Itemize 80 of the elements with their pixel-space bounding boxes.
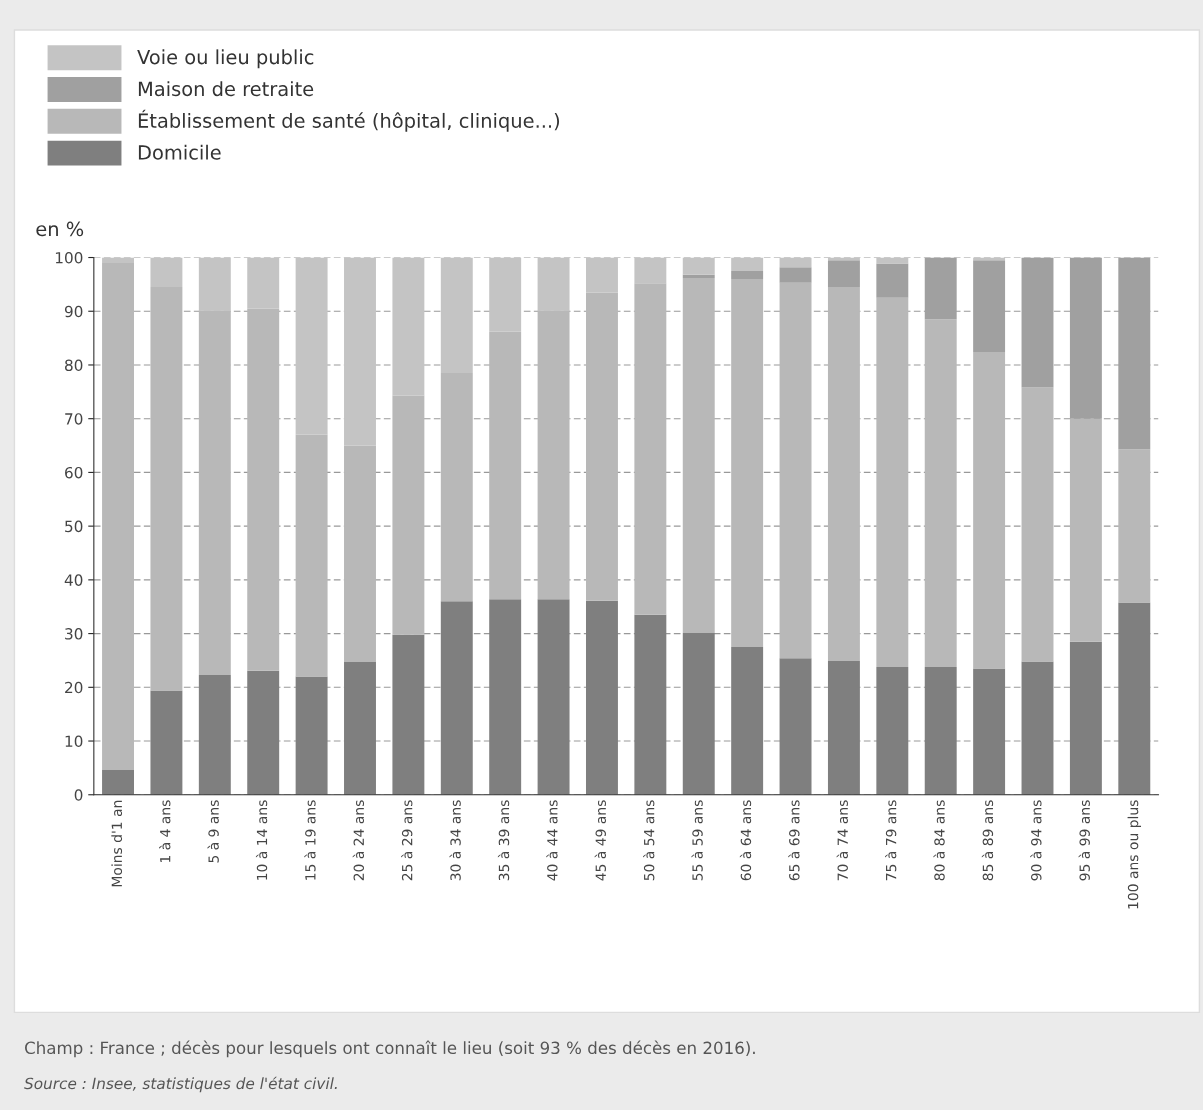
legend-label: Domicile bbox=[138, 144, 221, 160]
x-tick-label: Moins d'1 an bbox=[111, 800, 123, 887]
x-tick-label: 55 à 59 ans bbox=[691, 800, 703, 881]
x-tick-label: 15 à 19 ans bbox=[304, 800, 316, 880]
bar bbox=[537, 599, 570, 795]
x-tick-label: 5 à 9 ans bbox=[207, 800, 219, 863]
x-tick-label: 80 à 84 ans bbox=[933, 800, 945, 881]
x-tick-label: 35 à 39 ans bbox=[497, 800, 510, 881]
bar bbox=[779, 282, 812, 659]
bar bbox=[876, 263, 909, 298]
bar bbox=[1021, 661, 1054, 795]
bar bbox=[198, 674, 231, 795]
x-tick-label: 40 à 44 ans bbox=[546, 800, 558, 881]
x-tick-label: 90 à 94 ans bbox=[1030, 800, 1042, 881]
bar bbox=[731, 270, 764, 280]
bar bbox=[1118, 449, 1151, 603]
legend-label: Maison de retraite bbox=[138, 81, 314, 97]
bar bbox=[344, 662, 376, 795]
bar bbox=[827, 260, 860, 288]
bar bbox=[682, 257, 715, 275]
bar bbox=[1021, 387, 1054, 662]
x-tick-label: 10 à 14 ans bbox=[255, 800, 268, 880]
bar bbox=[731, 279, 764, 648]
bar bbox=[489, 599, 522, 795]
y-tick-label: 20 bbox=[65, 681, 83, 694]
bar bbox=[682, 277, 715, 634]
y-tick-label: 70 bbox=[65, 413, 83, 425]
y-tick-label: 40 bbox=[64, 574, 83, 586]
legend-label: Établissement de santé (hôpital, clinique...) bbox=[138, 109, 560, 132]
bar bbox=[731, 647, 764, 795]
x-tick-label: 25 à 29 ans bbox=[401, 800, 413, 881]
y-tick-label: 10 bbox=[65, 735, 83, 748]
bar bbox=[247, 670, 280, 795]
bar bbox=[102, 262, 134, 771]
bar bbox=[779, 267, 812, 283]
x-tick-label: 85 à 89 ans bbox=[981, 800, 994, 881]
legend-label: Voie ou lieu public bbox=[137, 49, 314, 69]
bar bbox=[150, 690, 183, 795]
x-tick-label: 95 à 99 ans bbox=[1078, 800, 1090, 881]
bar bbox=[973, 352, 1006, 669]
bar bbox=[102, 770, 134, 795]
x-tick-label: 100 ans ou plus bbox=[1127, 800, 1142, 909]
y-tick-label: 100 bbox=[55, 251, 83, 264]
y-tick-label: 50 bbox=[65, 520, 83, 533]
bar bbox=[779, 257, 812, 268]
x-tick-label: 50 à 54 ans bbox=[643, 800, 655, 881]
bar bbox=[682, 633, 715, 795]
x-tick-label: 60 à 64 ans bbox=[739, 800, 752, 881]
x-tick-label: 70 à 74 ans bbox=[836, 800, 848, 881]
x-tick-label: 1 à 4 ans bbox=[159, 800, 171, 863]
x-tick-label: 30 à 34 ans bbox=[449, 800, 461, 881]
bar bbox=[827, 660, 860, 795]
bar bbox=[973, 668, 1006, 795]
bar bbox=[1118, 602, 1151, 795]
bar bbox=[295, 676, 328, 795]
bar bbox=[924, 319, 957, 667]
bar bbox=[440, 601, 473, 795]
y-tick-label: 30 bbox=[65, 628, 83, 640]
bar bbox=[1069, 641, 1102, 795]
x-tick-label: 20 à 24 ans bbox=[352, 800, 365, 881]
source-note: Source : Insee, statistiques de l'état civil. bbox=[24, 1076, 337, 1093]
x-tick-label: 75 à 79 ans bbox=[885, 800, 897, 881]
bar bbox=[876, 666, 909, 795]
bar bbox=[634, 614, 667, 795]
x-tick-label: 45 à 49 ans bbox=[594, 800, 606, 881]
text: Champ : France ; décès pour lesquels ont connaît le lieu (soit 93 % des décès en 2016). bbox=[24, 1040, 755, 1058]
bar bbox=[731, 257, 764, 271]
y-tick-label: 80 bbox=[65, 359, 83, 371]
bar bbox=[827, 287, 860, 661]
y-tick-label: 0 bbox=[74, 789, 83, 801]
x-tick-label: 65 à 69 ans bbox=[788, 800, 800, 881]
bar bbox=[779, 658, 812, 795]
y-axis-title: en % bbox=[36, 221, 84, 237]
y-tick-label: 90 bbox=[64, 305, 83, 318]
bar bbox=[585, 600, 618, 795]
bar bbox=[924, 666, 957, 795]
y-tick-label: 60 bbox=[65, 466, 83, 479]
bar bbox=[1069, 418, 1102, 642]
bar bbox=[392, 634, 425, 795]
bar bbox=[876, 297, 909, 667]
